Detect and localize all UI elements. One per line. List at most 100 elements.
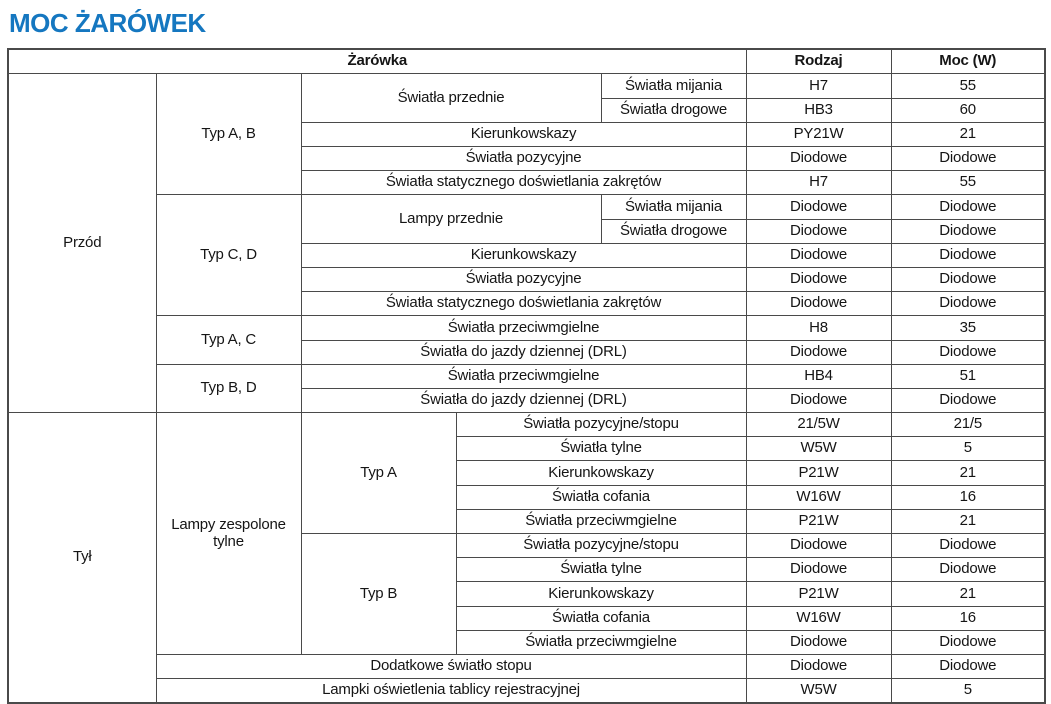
cell-bulb-type: P21W: [745, 581, 892, 607]
cell-bulb-type: H7: [745, 170, 892, 196]
cell-power: 51: [890, 363, 1046, 389]
table-row: Światła pozycyjne Diodowe Diodowe: [8, 146, 1046, 172]
table-row: Kierunkowskazy Diodowe Diodowe: [8, 242, 1046, 268]
cell-lamp-name: Światła cofania: [455, 484, 747, 510]
cell-lamp-name: Światła drogowe: [600, 218, 747, 244]
cell-power: Diodowe: [890, 194, 1046, 220]
cell-power: 35: [890, 315, 1046, 341]
cell-bulb-type: PY21W: [745, 121, 892, 148]
cell-bulb-type: W5W: [745, 436, 892, 462]
cell-area-przod: Przód: [7, 73, 157, 414]
cell-type-a: Typ A: [300, 412, 457, 535]
cell-power: Diodowe: [890, 242, 1046, 268]
cell-power: 60: [890, 97, 1046, 123]
cell-bulb-type: Diodowe: [745, 266, 892, 293]
cell-power: Diodowe: [890, 387, 1046, 414]
table-row: Światła tylne W5W 5: [8, 436, 1046, 462]
cell-power: 21: [890, 581, 1046, 607]
cell-lamp-name: Światła drogowe: [600, 97, 747, 123]
cell-lamp-name: Światła przeciwmgielne: [455, 508, 747, 535]
cell-bulb-type: Diodowe: [745, 533, 892, 559]
cell-power: Diodowe: [890, 339, 1046, 365]
table-row: Światła do jazdy dziennej (DRL) Diodowe …: [8, 387, 1046, 414]
cell-bulb-type: P21W: [745, 460, 892, 486]
cell-power: 55: [890, 170, 1046, 196]
cell-lamp-name: Dodatkowe światło stopu: [155, 653, 747, 680]
table-row: Dodatkowe światło stopu Diodowe Diodowe: [8, 653, 1046, 680]
cell-bulb-type: Diodowe: [745, 218, 892, 244]
cell-lamp-name: Światła pozycyjne/stopu: [455, 412, 747, 438]
table-row: Typ A, C Światła przeciwmgielne H8 35: [8, 315, 1046, 365]
table-row: Typ B, D Światła przeciwmgielne HB4 51: [8, 363, 1046, 414]
cell-lamp-name: Kierunkowskazy: [300, 121, 747, 148]
cell-bulb-type: P21W: [745, 508, 892, 535]
cell-lamp-name: Kierunkowskazy: [455, 581, 747, 607]
cell-power: Diodowe: [890, 146, 1046, 172]
cell-bulb-type: Diodowe: [745, 194, 892, 220]
cell-power: 21: [890, 508, 1046, 535]
cell-bulb-type: Diodowe: [745, 653, 892, 680]
table-row: Światła drogowe HB3 60: [8, 97, 1046, 123]
cell-lamp-name: Światła tylne: [455, 436, 747, 462]
cell-lamp-name: Światła przeciwmgielne: [455, 629, 747, 655]
cell-bulb-type: W16W: [745, 605, 892, 631]
table-row: Światła do jazdy dziennej (DRL) Diodowe …: [8, 339, 1046, 365]
cell-power: Diodowe: [890, 291, 1046, 317]
column-header-rodzaj: Rodzaj: [745, 48, 892, 75]
cell-power: Diodowe: [890, 629, 1046, 655]
cell-type-cd: Typ C, D: [155, 194, 302, 317]
cell-power: 21: [890, 460, 1046, 486]
cell-lamp-group: Światła przednie: [300, 73, 602, 123]
cell-lamp-name: Światła statycznego doświetlania zakrętó…: [300, 170, 747, 196]
cell-lamp-name: Światła przeciwmgielne: [300, 315, 747, 341]
table-row: Światła statycznego doświetlania zakrętó…: [8, 291, 1046, 317]
cell-power: 55: [890, 73, 1046, 99]
table-row: Światła statycznego doświetlania zakrętó…: [8, 170, 1046, 196]
cell-type-ab: Typ A, B: [155, 73, 302, 196]
table-row: Światła przeciwmgielne P21W 21: [8, 508, 1046, 535]
cell-bulb-type: W5W: [745, 678, 892, 704]
cell-bulb-type: Diodowe: [745, 291, 892, 317]
cell-power: Diodowe: [890, 266, 1046, 293]
cell-bulb-type: HB3: [745, 97, 892, 123]
cell-power: Diodowe: [890, 653, 1046, 680]
cell-lamp-name: Światła przeciwmgielne: [300, 363, 747, 389]
table-row: Kierunkowskazy PY21W 21: [8, 121, 1046, 148]
cell-power: Diodowe: [890, 533, 1046, 559]
cell-bulb-type: Diodowe: [745, 557, 892, 583]
cell-lamp-name: Kierunkowskazy: [455, 460, 747, 486]
column-header-zarowka: Żarówka: [7, 48, 747, 75]
cell-bulb-type: Diodowe: [745, 242, 892, 268]
cell-lamp-name: Lampki oświetlenia tablicy rejestracyjne…: [155, 678, 747, 704]
bulb-power-table: Żarówka Rodzaj Moc (W) Przód Typ A, B Św…: [7, 48, 1047, 704]
cell-bulb-type: HB4: [745, 363, 892, 389]
cell-type-b: Typ B: [300, 533, 457, 655]
table-row: Światła pozycyjne Diodowe Diodowe: [8, 266, 1046, 293]
cell-bulb-type: Diodowe: [745, 387, 892, 414]
cell-power: Diodowe: [890, 218, 1046, 244]
cell-type-ac: Typ A, C: [155, 315, 302, 365]
cell-power: Diodowe: [890, 557, 1046, 583]
cell-bulb-type: H8: [745, 315, 892, 341]
cell-power: 16: [890, 484, 1046, 510]
cell-bulb-type: 21/5W: [745, 412, 892, 438]
page-title: MOC ŻARÓWEK: [9, 8, 206, 38]
cell-lamp-group: Lampy przednie: [300, 194, 602, 244]
table-row: Światła drogowe Diodowe Diodowe: [8, 218, 1046, 244]
cell-bulb-type: W16W: [745, 484, 892, 510]
cell-bulb-type: Diodowe: [745, 146, 892, 172]
cell-power: 5: [890, 436, 1046, 462]
cell-lamp-name: Kierunkowskazy: [300, 242, 747, 268]
cell-lamp-name: Światła mijania: [600, 194, 747, 220]
cell-power: 5: [890, 678, 1046, 704]
cell-area-tyl: Tył: [7, 412, 157, 704]
cell-lamp-group-rear: Lampy zespolone tylne: [155, 412, 302, 655]
cell-bulb-type: Diodowe: [745, 339, 892, 365]
cell-power: 16: [890, 605, 1046, 631]
cell-lamp-name: Światła pozycyjne: [300, 266, 747, 293]
cell-bulb-type: H7: [745, 73, 892, 99]
table-row: Lampki oświetlenia tablicy rejestracyjne…: [8, 678, 1046, 704]
cell-power: 21/5: [890, 412, 1046, 438]
cell-type-bd: Typ B, D: [155, 363, 302, 414]
